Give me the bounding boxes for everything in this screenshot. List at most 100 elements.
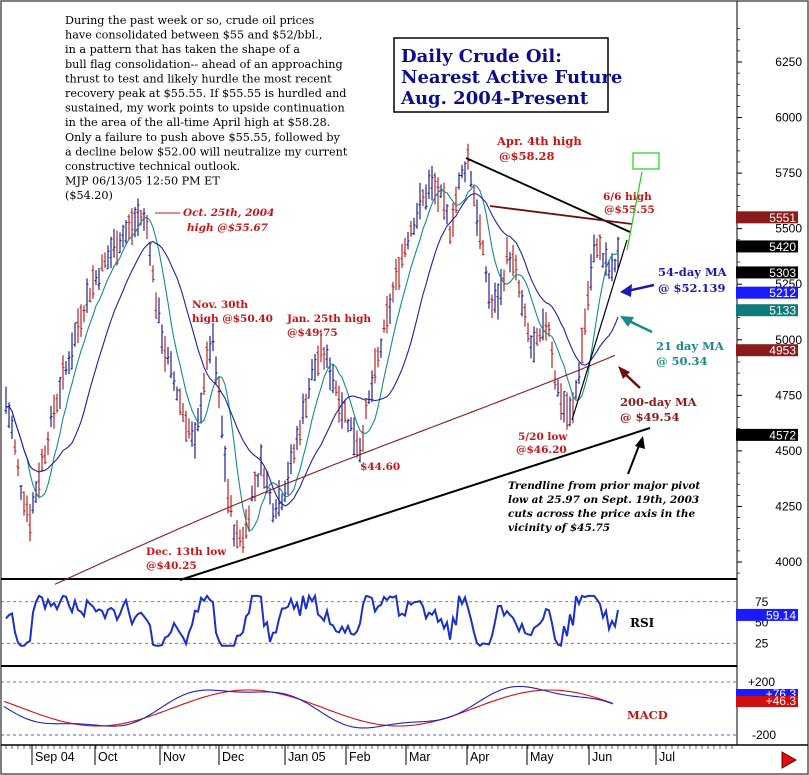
annotation-apr4-value: @$58.28 [499,149,555,163]
annotation-dec13: Dec. 13th low [146,546,227,558]
macd-tick-label: +200 [748,675,775,689]
commentary-text: During the past week or so, crude oil pr… [65,14,348,202]
price-tag: 5420 [769,240,796,254]
month-axis: Sep 04 Oct Nov Dec Jan 05 Feb Mar Apr May Jun Jul [5,745,798,769]
price-tick-label: 5750 [775,166,802,180]
annotation-feb-low: $44.60 [360,461,400,473]
annotation-ma21: 21 day MA [656,339,725,353]
price-tag-bg [736,344,798,357]
commentary-line: thrust to test and likely hurdle the mos… [65,72,332,85]
price-tick-label: 5000 [775,333,802,347]
annotation-ma54: 54-day MA [658,265,728,279]
title-line-2: Nearest Active Future [401,67,622,88]
price-tag: 4953 [769,344,796,358]
annotation-trend-3: cuts across the price axis in the [508,508,695,520]
month-label: Feb [349,750,371,764]
annotation-trend-2: low at 25.97 on Sept. 19th, 2003 [508,494,699,506]
ma-200-line [54,354,616,585]
annotation-dec13-value: @$40.25 [146,560,197,572]
commentary-line: bull flag consolidation-- ahead of an ap… [65,58,343,71]
macd-label: MACD [627,708,668,722]
commentary-line: ($54.20) [65,189,113,202]
commentary-line: MJP 06/13/05 12:50 PM ET [65,175,220,188]
next-arrow-icon[interactable] [781,751,798,769]
rsi-tick-label: 75 [755,595,769,609]
price-tag: 5133 [769,304,796,318]
commentary-line: have consolidated between $55 and $52/bb… [65,29,322,42]
commentary-line: recovery peak at $55.55. If $55.55 is hu… [65,87,346,100]
macd-tag-top-bg [736,689,798,700]
annotation-may20-value: @$46.20 [516,444,567,456]
annotation-jan25-value: @$49.75 [287,327,338,339]
price-tag: 4572 [769,428,796,442]
annotation-nov30-value: high @$50.40 [192,313,273,325]
title-line-1: Daily Crude Oil: [401,46,562,67]
price-tick-label: 4500 [775,444,802,458]
rsi-value-tag: 59.14 [766,608,796,622]
price-tag-bg [736,266,798,279]
price-tag-bg [736,304,798,317]
ma-54-line [5,193,619,507]
month-label: May [530,750,554,764]
rsi-value-tag-bg [736,608,798,621]
price-tag-bg [736,211,798,224]
price-bars [4,143,620,553]
macd-tick-label: -200 [752,728,776,742]
annotation-nov30: Nov. 30th [192,299,248,311]
flag-top-line [489,205,633,225]
month-label: Dec [222,750,244,764]
price-tag: 5212 [769,286,796,300]
price-tick-label: 6250 [775,55,802,69]
annotation-trend-4: vicinity of $45.75 [508,522,610,534]
commentary-line: During the past week or so, crude oil pr… [65,14,314,27]
commentary-line: constructive technical outlook. [65,160,240,173]
month-label: Apr [470,750,489,764]
annotations: Oct. 25th, 2004 high @$55.67 Nov. 30th h… [146,134,728,572]
price-tag-bg [736,286,798,299]
month-label: Mar [409,750,431,764]
macd-line [3,685,614,729]
annotation-jun6: 6/6 high [603,191,652,203]
commentary-line: Only a failure to push above $55.55, fol… [65,131,341,144]
annotation-oct25-value: high @$55.67 [187,222,269,234]
annotation-ma21-value: @ 50.34 [656,354,708,368]
rsi-tick-label: 25 [755,636,769,650]
month-label: Nov [163,750,186,764]
price-tag: 5551 [769,211,796,225]
macd-tag-bottom-bg [736,696,798,707]
trendlines [179,157,651,581]
month-label: Oct [98,750,118,764]
ma-21-line [5,184,619,533]
annotation-may20: 5/20 low [518,431,568,443]
chart-title-box: Daily Crude Oil: Nearest Active Future A… [393,37,622,113]
rsi-label: RSI [630,616,655,630]
major-trendline [179,427,651,581]
title-line-3: Aug. 2004-Present [400,88,589,109]
moving-averages [5,184,619,585]
macd-tag-bottom: +46.3 [766,694,797,708]
price-tick-label: 4000 [775,555,802,569]
price-tag: 5303 [769,266,796,280]
annotation-ma54-value: @ $52.139 [658,281,726,295]
annotation-jan25: Jan. 25th high [286,313,371,325]
month-label: Jan 05 [288,750,326,764]
annotation-jun6-value: @$55.55 [604,204,655,216]
commentary-line: in a pattern that has taken the shape of… [65,43,300,56]
price-tag-bg [736,240,798,253]
annotation-oct25: Oct. 25th, 2004 [183,207,274,219]
annotation-apr4: Apr. 4th high [496,134,582,148]
price-tick-label: 4750 [775,388,802,402]
price-tick-label: 5500 [775,222,802,236]
month-label: Sep 04 [35,750,75,764]
commentary-line: in the area of the all-time April high a… [65,116,330,129]
month-label: Jul [659,750,675,764]
price-tag-bg [736,428,798,441]
annotation-ma200-value: @ $49.54 [620,410,680,424]
annotation-ma200: 200-day MA [620,395,698,409]
rsi-line [5,592,619,648]
commentary-line: sustained, my work points to upside cont… [65,102,345,115]
month-label: Jun [592,750,612,764]
